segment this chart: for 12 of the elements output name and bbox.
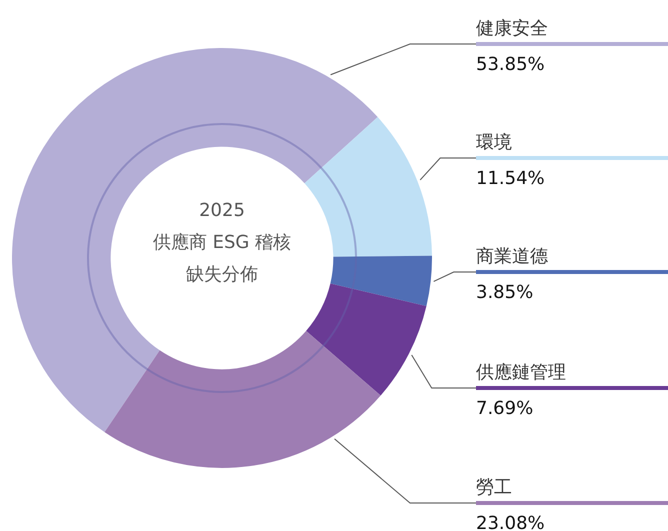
data-label: 11.54% <box>476 168 545 189</box>
slice-label: 環境 <box>476 131 512 154</box>
data-label: 3.85% <box>476 282 534 303</box>
data-label: 7.69% <box>476 398 534 419</box>
slice-label: 供應鏈管理 <box>476 361 566 384</box>
slice-label: 勞工 <box>476 476 512 499</box>
data-label: 23.08% <box>476 513 545 531</box>
text: 2025 <box>198 199 246 223</box>
text: 供應商 ESG 稽核缺失分佈 <box>152 231 292 287</box>
slice-label: 商業道德 <box>476 245 548 268</box>
data-label: 53.85% <box>476 54 545 75</box>
slice-label: 健康安全 <box>476 17 548 40</box>
